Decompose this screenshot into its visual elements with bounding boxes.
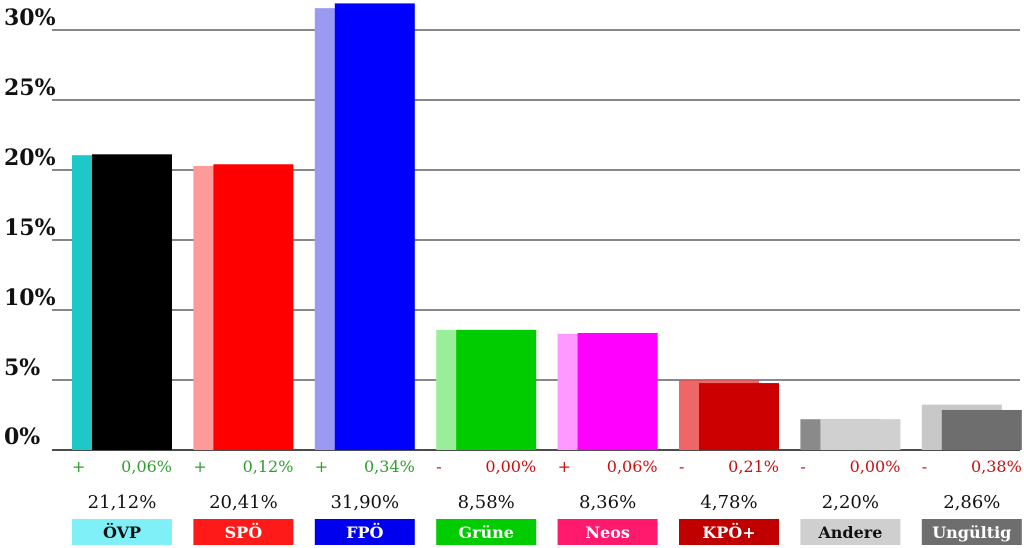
party-label-bg <box>921 519 1022 545</box>
change-sign: + <box>72 457 85 476</box>
value-label: 8,58% <box>458 492 515 513</box>
current-bar <box>577 332 658 450</box>
party-label-bg <box>72 519 172 545</box>
change-value: 0,34% <box>364 457 415 476</box>
y-tick-label: 5% <box>4 355 40 381</box>
change-value: 0,06% <box>121 457 172 476</box>
change-value: 0,38% <box>971 457 1022 476</box>
party-name: Neos <box>585 523 629 542</box>
party-label-bg <box>679 519 779 545</box>
change-sign: + <box>193 457 206 476</box>
y-tick-label: 0% <box>4 424 40 450</box>
value-label: 8,36% <box>579 492 636 513</box>
current-bar <box>820 419 901 450</box>
change-sign: - <box>922 457 927 476</box>
change-value: 0,00% <box>850 457 901 476</box>
change-sign: + <box>558 457 571 476</box>
party-name: ÖVP <box>103 522 141 542</box>
current-bar <box>334 3 415 451</box>
party-name: Ungültig <box>932 523 1011 542</box>
party-name: SPÖ <box>225 522 263 542</box>
party-label-bg <box>800 519 901 545</box>
value-label: 2,86% <box>943 492 1000 513</box>
change-value: 0,06% <box>607 457 658 476</box>
value-label: 31,90% <box>330 492 399 513</box>
change-value: 0,21% <box>728 457 779 476</box>
y-axis-ticks: 0% 5% 10% 15% 20% 25% 30% <box>4 5 56 450</box>
party-label-bg <box>314 519 415 545</box>
y-tick-label: 20% <box>4 145 56 171</box>
party-label-bg <box>557 519 658 545</box>
change-sign: + <box>315 457 328 476</box>
current-bar <box>941 409 1022 450</box>
y-tick-label: 25% <box>4 75 56 101</box>
current-bar <box>699 383 779 450</box>
y-tick-label: 30% <box>4 5 56 31</box>
party-label-bg <box>193 519 294 545</box>
current-bar <box>213 164 294 450</box>
party-label-bg <box>436 519 537 545</box>
party-name: KPÖ+ <box>702 522 755 542</box>
current-bar <box>92 154 172 450</box>
change-value: 0,12% <box>243 457 294 476</box>
party-labels: +0,06% 21,12% ÖVP + 0,12% 20,41% SPÖ + 0,34% 31,9… <box>72 457 1022 545</box>
value-label: 20,41% <box>209 492 278 513</box>
party-name: Grüne <box>458 523 514 542</box>
change-sign: - <box>800 457 805 476</box>
current-bar <box>456 329 537 450</box>
value-label: 21,12% <box>88 492 157 513</box>
value-label: 4,78% <box>700 492 757 513</box>
party-name: FPÖ <box>346 522 383 542</box>
change-sign: - <box>436 457 441 476</box>
y-tick-label: 15% <box>4 215 56 241</box>
value-label: 2,20% <box>822 492 879 513</box>
y-tick-label: 10% <box>4 285 56 311</box>
change-value: 0,00% <box>485 457 536 476</box>
change-sign: - <box>679 457 684 476</box>
party-name: Andere <box>817 523 882 542</box>
bars <box>72 3 1022 451</box>
